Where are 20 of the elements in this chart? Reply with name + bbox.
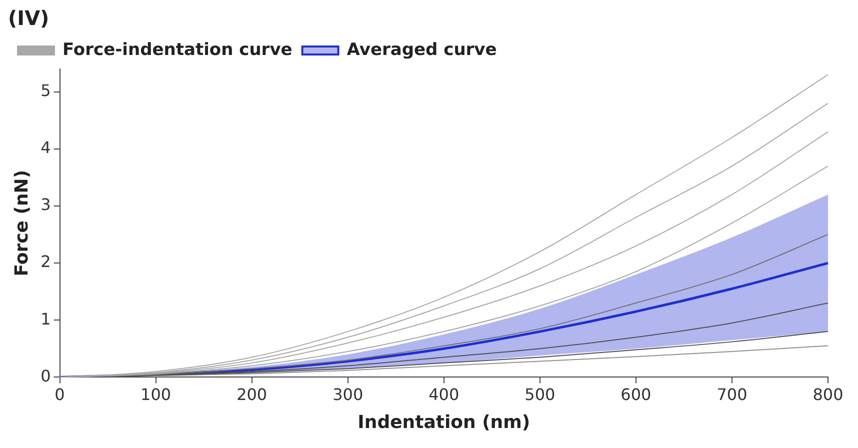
x-tick-label: 300 bbox=[332, 384, 364, 404]
x-tick-label: 100 bbox=[140, 384, 172, 404]
legend-label: Force-indentation curve bbox=[62, 40, 292, 60]
y-tick-label: 4 bbox=[40, 138, 51, 158]
y-tick-label: 0 bbox=[40, 366, 51, 386]
x-tick-label: 0 bbox=[54, 384, 65, 404]
x-tick-label: 600 bbox=[620, 384, 652, 404]
y-axis-title: Force (nN) bbox=[11, 170, 32, 276]
x-tick-label: 700 bbox=[716, 384, 748, 404]
legend-label: Averaged curve bbox=[346, 40, 497, 60]
chart-title: (IV) bbox=[8, 6, 50, 30]
y-tick-label: 3 bbox=[40, 195, 51, 214]
x-tick-label: 400 bbox=[428, 384, 460, 404]
x-tick-label: 500 bbox=[524, 384, 556, 404]
y-tick-label: 2 bbox=[40, 252, 51, 272]
x-tick-label: 800 bbox=[812, 384, 844, 404]
y-tick-label: 5 bbox=[40, 80, 51, 100]
y-tick-label: 1 bbox=[40, 309, 51, 328]
x-tick-label: 200 bbox=[236, 384, 268, 404]
x-axis-title: Indentation (nm) bbox=[358, 412, 530, 433]
